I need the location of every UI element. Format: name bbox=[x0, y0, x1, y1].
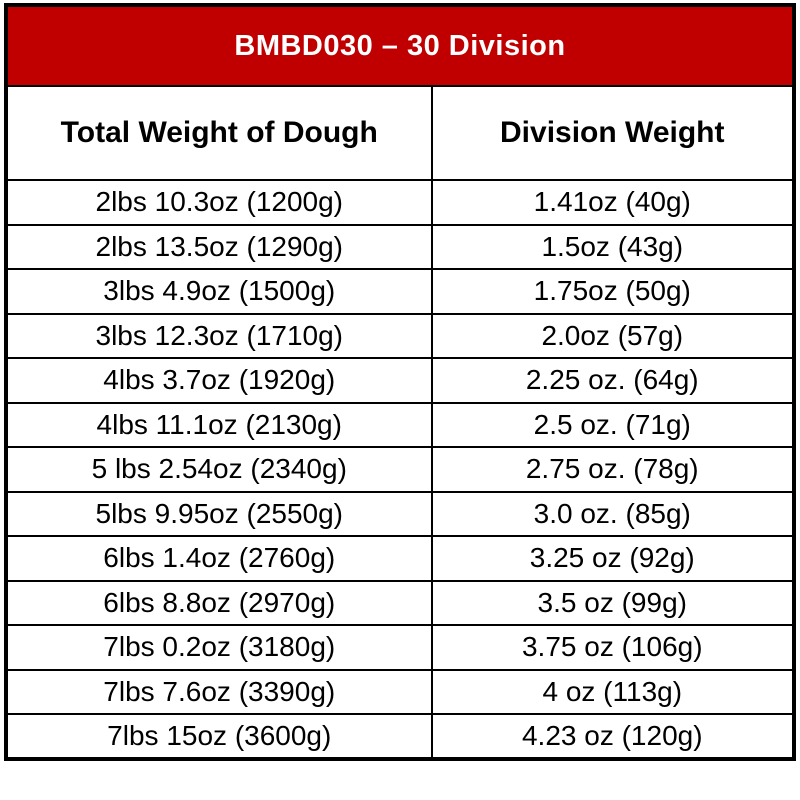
table-row: 7lbs 0.2oz (3180g) 3.75 oz (106g) bbox=[5, 624, 796, 671]
dough-weight-cell: 2lbs 10.3oz (1200g) bbox=[5, 179, 433, 226]
division-weight-cell: 2.0oz (57g) bbox=[430, 312, 796, 359]
column-header-dough-weight: Total Weight of Dough bbox=[5, 85, 433, 181]
dough-weight-cell: 3lbs 12.3oz (1710g) bbox=[5, 312, 433, 359]
dough-weight-cell: 5 lbs 2.54oz (2340g) bbox=[5, 446, 433, 493]
dough-weight-cell: 4lbs 11.1oz (2130g) bbox=[5, 401, 433, 448]
division-weight-cell: 3.75 oz (106g) bbox=[430, 624, 796, 671]
division-weight-cell: 4.23 oz (120g) bbox=[430, 713, 796, 760]
dough-weight-cell: 5lbs 9.95oz (2550g) bbox=[5, 490, 433, 537]
division-weight-cell: 2.25 oz. (64g) bbox=[430, 357, 796, 404]
division-weight-cell: 3.5 oz (99g) bbox=[430, 579, 796, 626]
dough-weight-cell: 3lbs 4.9oz (1500g) bbox=[5, 268, 433, 315]
table-row: 6lbs 1.4oz (2760g) 3.25 oz (92g) bbox=[5, 535, 796, 582]
table-row: 7lbs 15oz (3600g) 4.23 oz (120g) bbox=[5, 713, 796, 760]
dough-weight-cell: 2lbs 13.5oz (1290g) bbox=[5, 223, 433, 270]
title-banner-row: BMBD030 – 30 Division bbox=[5, 4, 795, 87]
table-row: 2lbs 10.3oz (1200g) 1.41oz (40g) bbox=[5, 179, 796, 226]
dough-weight-cell: 7lbs 0.2oz (3180g) bbox=[5, 624, 433, 671]
table-row: 5 lbs 2.54oz (2340g) 2.75 oz. (78g) bbox=[5, 446, 796, 493]
division-weight-table: BMBD030 – 30 Division Total Weight of Do… bbox=[4, 3, 796, 761]
dough-weight-cell: 7lbs 7.6oz (3390g) bbox=[5, 668, 433, 715]
table-row: 3lbs 12.3oz (1710g) 2.0oz (57g) bbox=[5, 312, 796, 359]
column-header-row: Total Weight of Dough Division Weight bbox=[5, 85, 796, 181]
division-weight-cell: 1.41oz (40g) bbox=[430, 179, 796, 226]
division-weight-cell: 2.5 oz. (71g) bbox=[430, 401, 796, 448]
table-row: 2lbs 13.5oz (1290g) 1.5oz (43g) bbox=[5, 223, 796, 270]
dough-weight-cell: 7lbs 15oz (3600g) bbox=[5, 713, 433, 760]
division-weight-cell: 1.5oz (43g) bbox=[430, 223, 796, 270]
division-weight-cell: 1.75oz (50g) bbox=[430, 268, 796, 315]
table-row: 4lbs 3.7oz (1920g) 2.25 oz. (64g) bbox=[5, 357, 796, 404]
division-weight-cell: 3.0 oz. (85g) bbox=[430, 490, 796, 537]
division-weight-table-wrap: BMBD030 – 30 Division Total Weight of Do… bbox=[4, 3, 796, 761]
table-row: 5lbs 9.95oz (2550g) 3.0 oz. (85g) bbox=[5, 490, 796, 537]
table-body: 2lbs 10.3oz (1200g) 1.41oz (40g) 2lbs 13.5… bbox=[5, 179, 796, 760]
dough-weight-cell: 6lbs 8.8oz (2970g) bbox=[5, 579, 433, 626]
dough-weight-cell: 6lbs 1.4oz (2760g) bbox=[5, 535, 433, 582]
division-weight-cell: 4 oz (113g) bbox=[430, 668, 796, 715]
table-row: 4lbs 11.1oz (2130g) 2.5 oz. (71g) bbox=[5, 401, 796, 448]
table-row: 6lbs 8.8oz (2970g) 3.5 oz (99g) bbox=[5, 579, 796, 626]
table-row: 7lbs 7.6oz (3390g) 4 oz (113g) bbox=[5, 668, 796, 715]
division-weight-cell: 2.75 oz. (78g) bbox=[430, 446, 796, 493]
table-row: 3lbs 4.9oz (1500g) 1.75oz (50g) bbox=[5, 268, 796, 315]
table-title: BMBD030 – 30 Division bbox=[5, 4, 795, 87]
column-header-division-weight: Division Weight bbox=[430, 85, 796, 181]
division-weight-cell: 3.25 oz (92g) bbox=[430, 535, 796, 582]
dough-weight-cell: 4lbs 3.7oz (1920g) bbox=[5, 357, 433, 404]
